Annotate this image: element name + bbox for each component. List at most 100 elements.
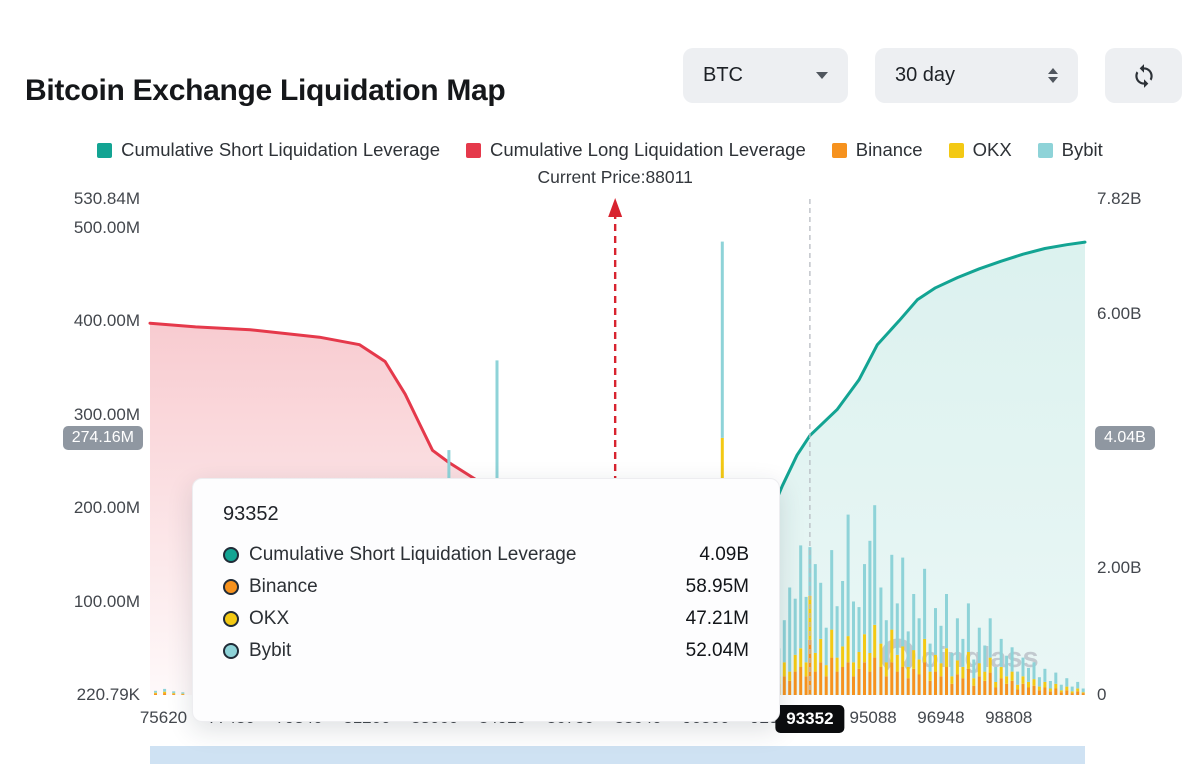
legend-swatch-icon <box>465 142 481 158</box>
liquidation-bar <box>961 638 965 695</box>
liquidation-bar <box>1048 681 1052 695</box>
tooltip-row-binance: Binance 58.95M <box>223 576 749 598</box>
liquidation-bar <box>901 557 905 695</box>
liquidation-bar <box>1032 662 1036 695</box>
liquidation-bar <box>950 652 954 695</box>
legend-label: Binance <box>855 139 923 160</box>
liquidation-bar <box>846 514 850 695</box>
liquidation-bar <box>1016 671 1020 695</box>
timeframe-select-value: 30 day <box>895 64 956 86</box>
liquidation-bar <box>923 568 927 695</box>
legend-label: OKX <box>972 139 1012 160</box>
liquidation-bar <box>939 625 943 695</box>
current-price-label: Current Price:88011 <box>537 167 693 187</box>
tooltip-row-bybit: Bybit 52.04M <box>223 640 749 662</box>
chevron-up-icon <box>1048 68 1058 74</box>
refresh-button[interactable] <box>1105 48 1182 103</box>
liquidation-bar <box>181 692 185 695</box>
legend-item-cumulative-short-liquidation-leverage[interactable]: Cumulative Short Liquidation Leverage <box>97 139 440 161</box>
chart-tooltip: 93352 Cumulative Short Liquidation Lever… <box>192 478 780 722</box>
legend-item-okx[interactable]: OKX <box>948 139 1012 161</box>
legend-label: Cumulative Short Liquidation Leverage <box>121 139 440 160</box>
bybit-dot <box>223 643 239 659</box>
tooltip-row-value: 47.21M <box>685 608 749 629</box>
liquidation-bar <box>955 618 959 695</box>
liquidation-bar <box>1021 657 1025 695</box>
liquidation-bar <box>841 581 845 695</box>
liquidation-bar <box>830 550 834 695</box>
liquidation-bar <box>1065 678 1069 695</box>
liquidation-bar <box>895 603 899 695</box>
liquidation-bar <box>1043 668 1047 695</box>
liquidation-bar <box>804 596 808 695</box>
tooltip-price: 93352 <box>223 503 279 525</box>
liquidation-bar <box>868 540 872 695</box>
tooltip-row-value: 4.09B <box>699 544 749 565</box>
legend-item-cumulative-long-liquidation-leverage[interactable]: Cumulative Long Liquidation Leverage <box>465 139 806 161</box>
legend-item-bybit[interactable]: Bybit <box>1037 139 1103 161</box>
liquidation-bar <box>994 667 998 695</box>
liquidation-bar <box>1010 647 1014 695</box>
legend-label: Bybit <box>1061 139 1103 160</box>
liquidation-bar <box>884 620 888 695</box>
liquidation-bar <box>1070 686 1074 695</box>
legend-swatch-icon <box>831 142 847 158</box>
liquidation-bar <box>819 582 823 695</box>
liquidation-bar <box>988 618 992 695</box>
legend-swatch-icon <box>97 142 113 158</box>
liquidation-bar <box>172 691 176 695</box>
liquidation-bar <box>813 564 817 695</box>
chevron-up-down-icon <box>1048 68 1058 83</box>
timeframe-select[interactable]: 30 day <box>875 48 1078 103</box>
liquidation-bar <box>934 608 937 695</box>
coin-select-value: BTC <box>703 64 743 86</box>
liquidation-bar <box>1054 672 1058 695</box>
liquidation-bar <box>163 688 167 695</box>
legend-swatch-icon <box>948 142 964 158</box>
liquidation-bar <box>906 631 910 695</box>
page-title: Bitcoin Exchange Liquidation Map <box>25 74 506 108</box>
chevron-down-icon <box>1048 77 1058 83</box>
liquidation-bar <box>782 620 786 695</box>
liquidation-bar <box>912 594 916 695</box>
tooltip-row-value: 58.95M <box>685 576 749 597</box>
coin-select[interactable]: BTC <box>683 48 848 103</box>
cumulative-short-dot <box>223 547 239 563</box>
liquidation-bar <box>928 643 932 695</box>
zoom-brush[interactable] <box>150 746 1085 764</box>
liquidation-bar <box>983 645 987 695</box>
liquidation-bar <box>945 594 948 695</box>
liquidation-bar <box>966 603 970 695</box>
tooltip-row-label: Cumulative Short Liquidation Leverage <box>249 544 577 565</box>
liquidation-bar <box>799 545 803 695</box>
binance-dot <box>223 579 239 595</box>
tooltip-row-short: Cumulative Short Liquidation Leverage 4.… <box>223 544 749 566</box>
liquidation-bar <box>835 606 839 695</box>
liquidation-bar <box>863 564 866 695</box>
current-price-arrow-icon <box>608 198 623 217</box>
liquidation-bar <box>788 587 792 695</box>
liquidation-bar <box>977 627 981 695</box>
tooltip-row-label: OKX <box>249 608 290 629</box>
tooltip-row-value: 52.04M <box>685 640 749 661</box>
liquidation-bar <box>1037 677 1041 695</box>
chart-legend: Cumulative Short Liquidation Leverage Cum… <box>0 139 1200 161</box>
refresh-icon <box>1134 63 1153 88</box>
okx-dot <box>223 611 239 627</box>
liquidation-bar <box>873 505 877 695</box>
liquidation-bar <box>999 638 1003 695</box>
liquidation-bar <box>1076 681 1080 695</box>
legend-item-binance[interactable]: Binance <box>831 139 923 161</box>
liquidation-bar <box>879 587 883 695</box>
legend-swatch-icon <box>1037 142 1053 158</box>
liquidation-bar <box>857 607 861 695</box>
tooltip-row-okx: OKX 47.21M <box>223 608 749 630</box>
liquidation-bar <box>1081 688 1085 695</box>
liquidation-bar <box>824 627 828 695</box>
liquidation-bar <box>917 618 921 695</box>
liquidation-bar <box>154 690 157 695</box>
liquidation-bar <box>1027 667 1030 695</box>
tooltip-row-label: Binance <box>249 576 318 597</box>
tooltip-row-label: Bybit <box>249 640 292 661</box>
